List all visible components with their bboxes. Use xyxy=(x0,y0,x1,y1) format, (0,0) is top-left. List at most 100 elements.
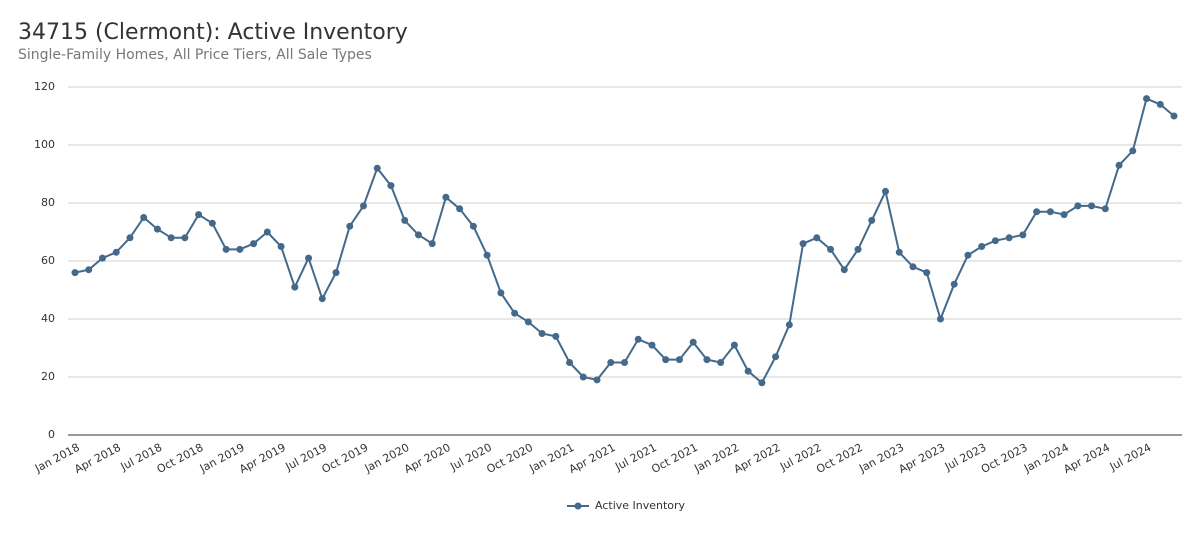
data-point xyxy=(895,248,903,256)
y-tick-label: 60 xyxy=(41,254,55,267)
data-point xyxy=(566,359,574,366)
data-point xyxy=(950,280,958,288)
data-point xyxy=(717,359,725,366)
x-tick-label: Oct 2018 xyxy=(155,441,206,476)
data-point xyxy=(98,254,106,262)
data-point xyxy=(456,205,464,213)
data-point xyxy=(263,228,271,236)
chart-subtitle: Single-Family Homes, All Price Tiers, Al… xyxy=(18,47,372,63)
data-point xyxy=(195,211,203,219)
y-tick-label: 0 xyxy=(48,428,55,441)
data-point xyxy=(799,240,807,248)
data-point xyxy=(1019,231,1027,239)
data-point xyxy=(277,243,285,250)
data-point xyxy=(552,332,560,340)
data-point xyxy=(414,231,422,239)
x-tick-label: Oct 2022 xyxy=(814,441,865,476)
y-tick-label: 40 xyxy=(41,312,55,325)
data-point xyxy=(511,309,519,317)
data-point xyxy=(772,353,780,361)
data-point xyxy=(85,266,93,274)
data-point xyxy=(882,187,890,195)
data-point xyxy=(813,234,821,242)
data-point xyxy=(538,330,546,337)
data-point xyxy=(730,341,738,349)
data-point xyxy=(785,321,793,329)
data-point xyxy=(1033,208,1041,216)
data-point xyxy=(71,269,79,277)
data-point xyxy=(387,182,395,190)
data-point xyxy=(167,234,175,242)
data-point xyxy=(703,356,711,364)
x-tick-label: Jul 2024 xyxy=(1107,441,1154,474)
data-point xyxy=(840,266,848,274)
data-point xyxy=(854,245,862,253)
data-point xyxy=(689,338,697,346)
data-point xyxy=(758,379,766,387)
data-point xyxy=(593,376,601,384)
data-point xyxy=(373,164,381,172)
data-point xyxy=(250,240,258,248)
x-tick-label: Oct 2020 xyxy=(484,441,535,476)
data-point xyxy=(497,289,505,297)
data-point xyxy=(1005,234,1013,242)
data-point xyxy=(153,225,161,233)
data-point xyxy=(346,222,354,230)
data-point xyxy=(648,341,656,349)
data-point xyxy=(442,193,450,201)
data-point xyxy=(236,245,244,253)
data-point xyxy=(662,356,670,364)
data-point xyxy=(634,335,642,343)
legend-marker xyxy=(574,502,582,510)
y-tick-label: 20 xyxy=(41,370,55,383)
data-point xyxy=(524,318,532,326)
x-tick-label: Apr 2021 xyxy=(567,441,618,476)
data-point xyxy=(991,237,999,245)
data-point xyxy=(607,359,615,366)
data-point xyxy=(1156,100,1164,108)
data-point xyxy=(1060,211,1068,219)
x-tick-label: Apr 2024 xyxy=(1061,441,1112,476)
x-tick-label: Oct 2021 xyxy=(649,441,700,476)
x-tick-label: Apr 2019 xyxy=(237,441,288,476)
x-tick-label: Oct 2023 xyxy=(979,441,1030,476)
data-point xyxy=(483,251,491,259)
legend-label: Active Inventory xyxy=(595,499,686,512)
data-point xyxy=(1088,202,1096,210)
data-point xyxy=(827,245,835,253)
x-tick-label: Apr 2023 xyxy=(897,441,948,476)
data-point xyxy=(1170,112,1178,120)
data-point xyxy=(1115,161,1123,169)
data-point xyxy=(1046,208,1054,216)
data-point xyxy=(1101,205,1109,213)
data-point xyxy=(332,269,340,277)
y-tick-label: 80 xyxy=(41,196,55,209)
data-point xyxy=(469,222,477,230)
data-point xyxy=(1074,202,1082,210)
data-point xyxy=(744,367,752,375)
y-tick-label: 100 xyxy=(34,138,55,151)
data-point xyxy=(112,248,120,256)
data-point xyxy=(868,216,876,224)
data-point xyxy=(936,315,944,323)
data-point xyxy=(621,359,628,366)
data-point xyxy=(181,234,189,242)
x-tick-label: Apr 2020 xyxy=(402,441,453,476)
data-point xyxy=(964,251,972,259)
data-point xyxy=(208,219,216,227)
data-point xyxy=(359,202,367,210)
x-tick-label: Oct 2019 xyxy=(320,441,371,476)
data-point xyxy=(401,216,409,224)
data-point xyxy=(428,240,436,248)
x-tick-label: Apr 2022 xyxy=(732,441,783,476)
data-point xyxy=(1143,95,1151,103)
data-point xyxy=(126,234,134,242)
y-tick-label: 120 xyxy=(34,80,55,93)
x-tick-label: Apr 2018 xyxy=(72,441,123,476)
data-point xyxy=(140,214,148,221)
chart-title: 34715 (Clermont): Active Inventory xyxy=(18,20,408,45)
data-point xyxy=(675,356,683,364)
data-point xyxy=(1129,147,1137,155)
data-point xyxy=(579,373,587,381)
